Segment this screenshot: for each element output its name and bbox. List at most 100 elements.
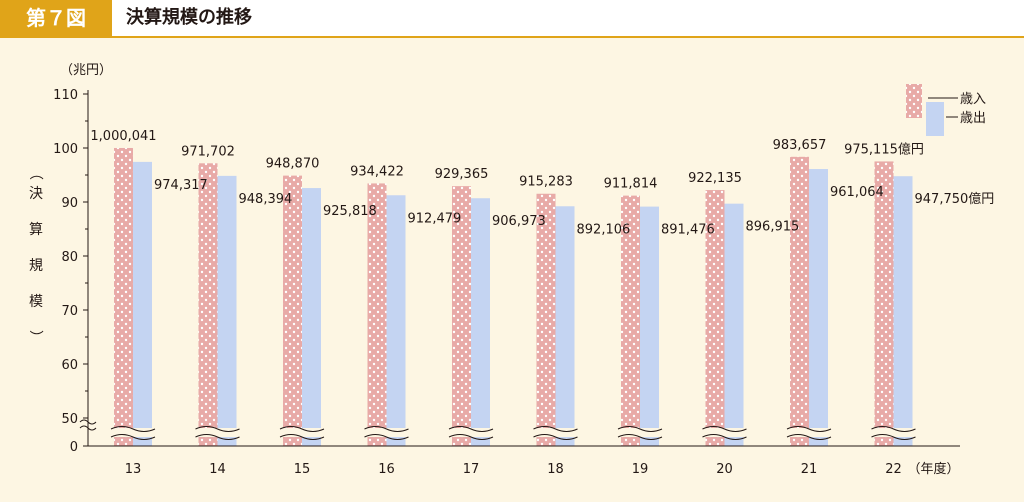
x-tick-label: 14 — [209, 462, 226, 477]
y-tick-label: 100 — [53, 142, 78, 157]
bar-expenditure-17 — [471, 198, 490, 446]
bar-break-band — [533, 428, 578, 437]
bar-break-line — [195, 426, 240, 432]
legend-swatch-expenditure — [926, 102, 944, 136]
data-label-expenditure: 892,106 — [577, 222, 631, 237]
bar-expenditure-16 — [386, 195, 406, 446]
data-label-expenditure: 961,064 — [830, 185, 884, 200]
bar-expenditure-22 — [893, 176, 913, 446]
legend-label-expenditure: 歳出 — [960, 111, 986, 126]
x-tick-label: 16 — [378, 462, 395, 477]
bar-break-line — [279, 434, 325, 440]
bar-expenditure-14 — [217, 175, 237, 446]
data-label-expenditure: 891,476 — [661, 223, 715, 238]
figure-number: 第７図 — [0, 0, 112, 36]
bar-break-band — [702, 428, 747, 437]
y-axis-title-char: 算 — [29, 222, 43, 238]
x-tick-label: 18 — [547, 462, 564, 477]
bar-break-line — [617, 426, 663, 432]
x-tick-label: 17 — [463, 462, 480, 477]
y-tick-label: 0 — [70, 440, 78, 455]
data-label-revenue: 911,814 — [604, 177, 658, 192]
x-tick-label: 15 — [294, 462, 311, 477]
bar-expenditure-20 — [724, 203, 744, 446]
bar-expenditure-15 — [302, 188, 321, 446]
bar-break-line — [364, 426, 409, 432]
y-axis-break — [79, 419, 97, 425]
data-label-expenditure: 906,973 — [492, 214, 546, 229]
bar-break-line — [786, 426, 832, 432]
bar-revenue-21 — [790, 156, 809, 446]
bar-revenue-22 — [874, 161, 894, 446]
bar-break-line — [448, 426, 494, 432]
bar-break-line — [871, 426, 916, 432]
figure-header: 第７図 決算規模の推移 — [0, 0, 1024, 38]
x-tick-label: 21 — [801, 462, 818, 477]
legend-label-revenue: 歳入 — [960, 92, 986, 107]
bar-break-line — [279, 426, 325, 432]
x-tick-label: 13 — [125, 462, 142, 477]
x-tick-label: 20 — [716, 462, 733, 477]
y-axis-title-char: ） — [27, 330, 43, 344]
data-label-revenue: 922,135 — [688, 171, 742, 186]
bar-break-line — [195, 434, 240, 440]
data-label-revenue: 975,115億円 — [844, 141, 924, 157]
bar-break-band — [111, 428, 155, 437]
bar-break-band — [195, 428, 240, 437]
data-label-revenue: 971,702 — [181, 144, 235, 159]
data-label-revenue: 929,365 — [435, 167, 489, 182]
x-axis-unit-label: （年度） — [908, 461, 960, 477]
y-axis-title-char: 模 — [29, 294, 43, 310]
bar-revenue-16 — [367, 183, 387, 447]
bar-break-band — [364, 428, 409, 437]
bar-break-line — [702, 434, 747, 440]
bar-break-band — [280, 428, 324, 437]
data-label-expenditure: 947,750億円 — [915, 191, 995, 207]
bar-break-line — [702, 426, 747, 432]
y-tick-label: 90 — [61, 196, 78, 211]
data-label-revenue: 934,422 — [350, 164, 404, 179]
y-tick-label: 70 — [61, 304, 78, 319]
bar-break-band — [871, 428, 916, 437]
chart: 1,000,041 974,317 971,702 948,394 948,870 925… — [27, 63, 995, 477]
data-label-revenue: 915,283 — [519, 175, 573, 190]
y-tick-label: 60 — [61, 358, 78, 373]
data-label-expenditure: 974,317 — [154, 178, 208, 193]
bar-break-band — [787, 428, 831, 437]
y-axis-break — [79, 425, 97, 431]
data-label-expenditure: 896,915 — [746, 220, 800, 235]
bar-break-band — [618, 428, 662, 437]
bar-revenue-14 — [198, 163, 218, 446]
x-tick-label: 19 — [632, 462, 649, 477]
y-axis-title-char: 決 — [29, 186, 43, 202]
bar-revenue-17 — [452, 186, 471, 447]
bar-break-line — [786, 434, 832, 440]
bar-expenditure-13 — [133, 161, 152, 446]
y-axis-title-char: 規 — [29, 258, 43, 274]
bar-revenue-15 — [283, 175, 302, 446]
unit-label: （兆円） — [60, 63, 112, 78]
bar-revenue-20 — [705, 190, 725, 446]
bar-break-line — [448, 434, 494, 440]
bar-revenue-19 — [621, 195, 640, 446]
bar-expenditure-21 — [809, 169, 828, 446]
y-tick-label: 50 — [61, 412, 78, 427]
data-label-revenue: 1,000,041 — [90, 129, 156, 144]
bar-break-line — [617, 434, 663, 440]
bar-break-line — [364, 434, 409, 440]
x-tick-label: 22 — [885, 462, 902, 477]
bar-expenditure-18 — [555, 206, 575, 446]
data-label-expenditure: 912,479 — [408, 211, 462, 226]
bar-break-line — [533, 426, 578, 432]
legend-swatch-revenue — [906, 84, 922, 118]
data-label-expenditure: 925,818 — [323, 204, 377, 219]
y-tick-label: 110 — [53, 88, 78, 103]
data-label-expenditure: 948,394 — [239, 192, 293, 207]
y-tick-label: 80 — [61, 250, 78, 265]
data-label-revenue: 948,870 — [266, 157, 320, 172]
bar-expenditure-19 — [640, 206, 659, 446]
bar-break-line — [110, 426, 156, 432]
data-label-revenue: 983,657 — [773, 138, 827, 153]
y-axis-title-char: （ — [27, 166, 43, 180]
bar-break-line — [533, 434, 578, 440]
